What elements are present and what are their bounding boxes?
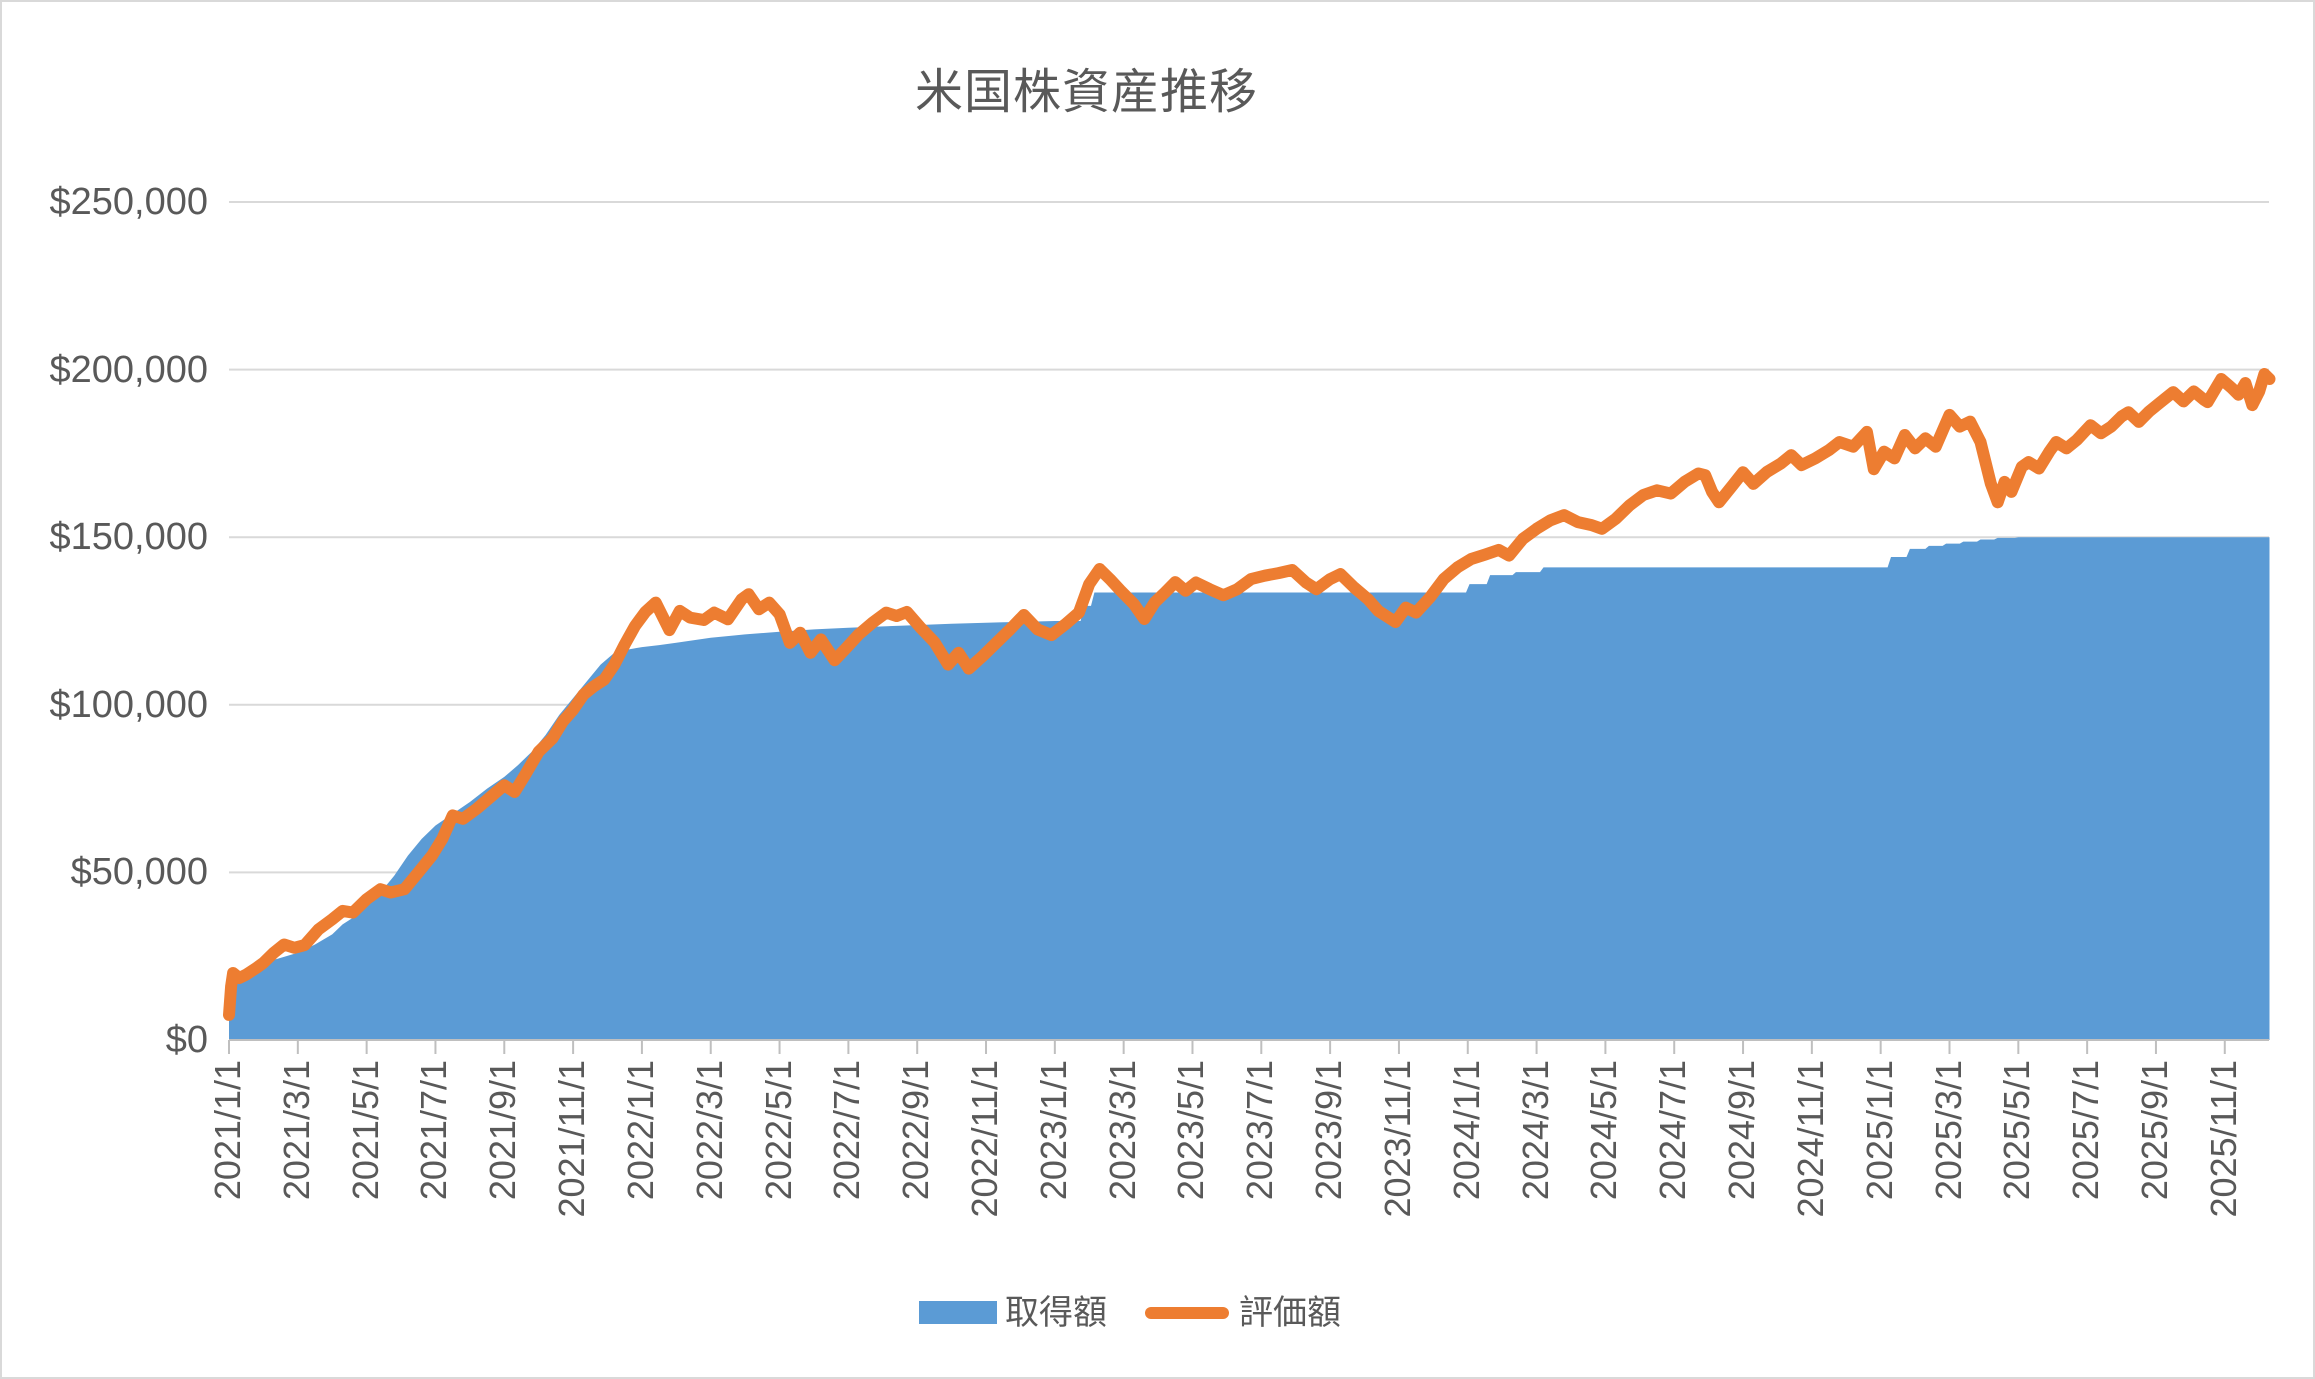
- x-axis-tick-label: 2021/7/1: [413, 1060, 455, 1201]
- x-axis-tick-label: 2024/3/1: [1514, 1060, 1556, 1201]
- y-axis-tick-label: $200,000: [49, 348, 209, 391]
- x-axis-tick-label: 2024/7/1: [1652, 1060, 1694, 1201]
- y-axis-tick-label: $50,000: [70, 851, 208, 894]
- x-axis-tick-label: 2021/5/1: [344, 1060, 386, 1201]
- x-axis-tick-label: 2025/5/1: [1996, 1060, 2038, 1201]
- x-axis-tick-label: 2022/5/1: [757, 1060, 799, 1201]
- x-axis-tick-label: 2025/11/1: [2202, 1060, 2244, 1218]
- x-axis-tick-label: 2022/3/1: [688, 1060, 730, 1201]
- x-axis-tick-label: 2021/1/1: [207, 1060, 248, 1201]
- x-axis-tick-label: 2023/11/1: [1376, 1060, 1418, 1218]
- x-axis-tick-label: 2024/1/1: [1445, 1060, 1487, 1201]
- x-axis-tick-label: 2022/7/1: [826, 1060, 868, 1201]
- x-axis-tick-label: 2025/3/1: [1927, 1060, 1969, 1201]
- x-axis-tick-label: 2025/7/1: [2065, 1060, 2107, 1201]
- x-axis-tick-label: 2023/5/1: [1170, 1060, 1212, 1201]
- x-axis-tick-label: 2025/9/1: [2133, 1060, 2175, 1201]
- x-axis-tick-label: 2021/3/1: [275, 1060, 317, 1201]
- x-axis-tick-label: 2023/7/1: [1239, 1060, 1281, 1201]
- plot-area: [223, 201, 2276, 1054]
- line-series-valuation: [223, 368, 2276, 1021]
- y-axis-tick-label: $150,000: [49, 516, 209, 559]
- x-axis-tick-label: 2021/11/1: [551, 1060, 593, 1218]
- x-axis-tick-label: 2022/9/1: [895, 1060, 937, 1201]
- x-axis-tick-label: 2024/11/1: [1789, 1060, 1831, 1218]
- legend-label-valuation: 評価額: [1239, 1294, 1341, 1332]
- x-axis-tick-label: 2023/9/1: [1308, 1060, 1350, 1201]
- x-axis-tick-label: 2022/11/1: [964, 1060, 1006, 1218]
- legend-swatch-line-icon: [1145, 1307, 1229, 1319]
- y-axis-tick-label: $0: [165, 1019, 208, 1061]
- x-axis-tick-label: 2023/3/1: [1101, 1060, 1143, 1201]
- y-axis-tick-label: $250,000: [49, 181, 209, 223]
- area-series-acquisition: [229, 537, 2270, 1040]
- x-axis-tick-label: 2022/1/1: [619, 1060, 661, 1201]
- x-axis-tick-label: 2023/1/1: [1032, 1060, 1074, 1201]
- y-axis-tick-label: $100,000: [49, 683, 209, 726]
- legend-swatch-area-icon: [919, 1301, 997, 1324]
- legend-label-acquisition: 取得額: [1005, 1294, 1107, 1332]
- chart-title: 米国株資産推移: [915, 66, 1259, 119]
- x-axis-tick-label: 2025/1/1: [1858, 1060, 1900, 1201]
- x-axis-tick-label: 2021/9/1: [482, 1060, 524, 1201]
- x-axis-tick-label: 2024/9/1: [1721, 1060, 1763, 1201]
- x-axis-tick-label: 2024/5/1: [1583, 1060, 1625, 1201]
